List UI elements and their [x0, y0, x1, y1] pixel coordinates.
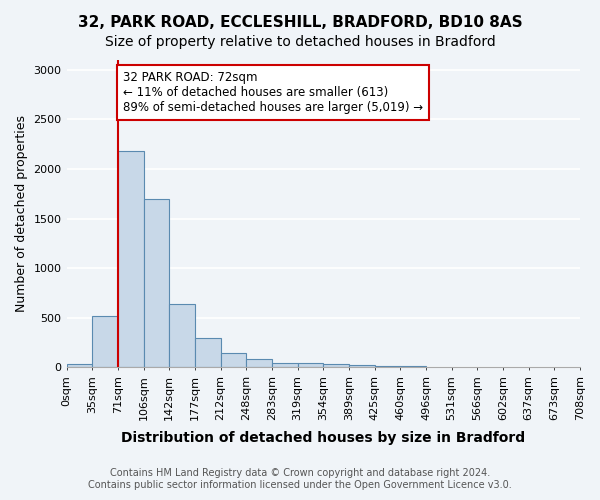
Bar [246, 359, 272, 367]
Bar [67, 364, 92, 367]
Text: 32, PARK ROAD, ECCLESHILL, BRADFORD, BD10 8AS: 32, PARK ROAD, ECCLESHILL, BRADFORD, BD1… [77, 15, 523, 30]
Bar [298, 363, 323, 367]
Bar [143, 198, 169, 367]
Bar [221, 353, 246, 367]
Bar [169, 304, 195, 367]
Text: Size of property relative to detached houses in Bradford: Size of property relative to detached ho… [104, 35, 496, 49]
Y-axis label: Number of detached properties: Number of detached properties [15, 115, 28, 312]
Bar [92, 316, 118, 367]
Text: 32 PARK ROAD: 72sqm
← 11% of detached houses are smaller (613)
89% of semi-detac: 32 PARK ROAD: 72sqm ← 11% of detached ho… [123, 71, 423, 114]
Bar [349, 365, 374, 367]
Bar [400, 366, 426, 367]
Bar [374, 366, 400, 367]
Bar [272, 362, 298, 367]
X-axis label: Distribution of detached houses by size in Bradford: Distribution of detached houses by size … [121, 431, 526, 445]
Text: Contains HM Land Registry data © Crown copyright and database right 2024.
Contai: Contains HM Land Registry data © Crown c… [88, 468, 512, 490]
Bar [195, 338, 221, 367]
Bar [323, 364, 349, 367]
Bar [118, 151, 143, 367]
